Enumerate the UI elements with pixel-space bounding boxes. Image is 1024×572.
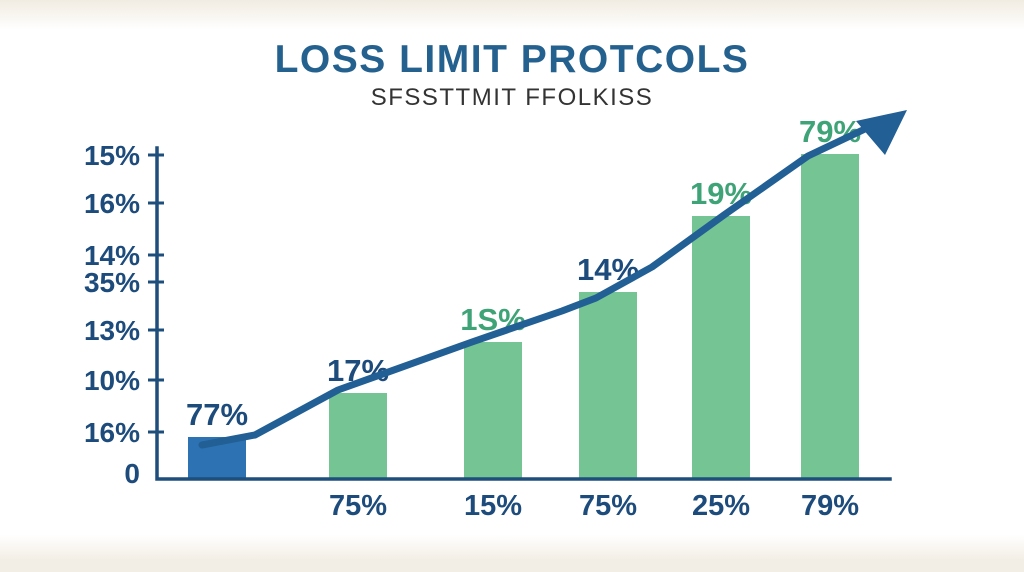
chart-title: LOSS LIMIT PROTCOLS [274,38,750,81]
bar [579,292,637,479]
bar-value-label: 77% [186,397,248,432]
trend-line [198,125,869,449]
y-tick-label: 10% [84,365,140,396]
y-tick-label: 15% [84,140,140,171]
y-tick-label: 16% [84,417,140,448]
y-tick-label: 13% [84,315,140,346]
y-tick-label: 35% [84,267,140,298]
bar [329,393,387,479]
y-tick-label: 14% [84,240,140,271]
bar [692,216,750,479]
y-tick-label: 0 [124,458,140,489]
chart-subtitle: SFSSTTMIT FFOLKISS [370,84,654,111]
x-tick-label: 79% [801,490,859,522]
x-tick-label: 75% [579,490,637,522]
x-tick-label: 25% [692,490,750,522]
x-tick-label: 15% [464,490,522,522]
y-tick-label: 16% [84,188,140,219]
bar [801,154,859,479]
trend-arrow-icon [856,110,907,155]
bar [464,342,522,479]
x-tick-label: 75% [329,490,387,522]
axis-lines [155,146,892,481]
